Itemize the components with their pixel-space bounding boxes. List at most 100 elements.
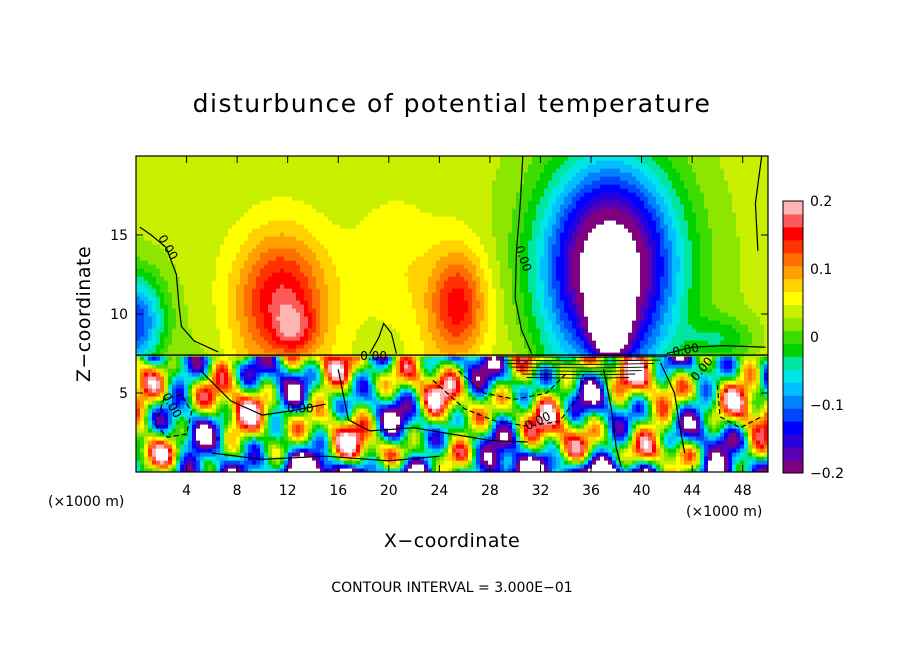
heatmap-cell — [628, 412, 633, 417]
heatmap-cell — [136, 468, 141, 472]
heatmap-cell — [580, 448, 585, 453]
heatmap-cell — [584, 388, 589, 393]
heatmap-cell — [708, 468, 713, 472]
heatmap-cell — [388, 344, 393, 349]
heatmap-cell — [504, 408, 509, 413]
heatmap-cell — [708, 452, 713, 457]
heatmap-cell — [368, 356, 373, 361]
heatmap-cell — [168, 448, 173, 453]
heatmap-cell — [428, 360, 433, 365]
heatmap-cell — [552, 456, 557, 461]
heatmap-cell — [160, 412, 165, 417]
heatmap-cell — [572, 452, 577, 457]
heatmap-cell — [484, 460, 489, 465]
heatmap-cell — [460, 408, 465, 413]
heatmap-cell — [356, 360, 361, 365]
heatmap-cell — [196, 436, 201, 441]
heatmap-cell — [752, 444, 757, 449]
heatmap-cell — [696, 460, 701, 465]
heatmap-cell — [568, 400, 573, 405]
heatmap-cell — [140, 428, 145, 433]
heatmap-cell — [364, 404, 369, 409]
heatmap-cell — [664, 460, 669, 465]
heatmap-cell — [312, 348, 317, 353]
heatmap-cell — [340, 400, 345, 405]
heatmap-cell — [648, 372, 653, 377]
heatmap-cell — [364, 408, 369, 413]
heatmap-cell — [744, 452, 749, 457]
heatmap-cell — [148, 360, 153, 365]
heatmap-cell — [740, 452, 745, 457]
heatmap-cell — [296, 448, 301, 453]
heatmap-cell — [560, 464, 565, 469]
heatmap-cell — [260, 348, 265, 353]
heatmap-cell — [480, 400, 485, 405]
heatmap-cell — [196, 400, 201, 405]
heatmap-cell — [268, 352, 273, 357]
heatmap-cell — [204, 388, 209, 393]
heatmap-cell — [544, 392, 549, 397]
heatmap-cell — [304, 404, 309, 409]
heatmap-cell — [764, 368, 768, 373]
heatmap-cell — [172, 432, 177, 437]
heatmap-cell — [220, 352, 225, 357]
heatmap-cell — [512, 360, 517, 365]
heatmap-cell — [176, 428, 181, 433]
heatmap-cell — [468, 396, 473, 401]
heatmap-cell — [300, 356, 305, 361]
heatmap-cell — [428, 400, 433, 405]
heatmap-cell — [252, 432, 257, 437]
heatmap-cell — [680, 356, 685, 361]
heatmap-cell — [640, 392, 645, 397]
heatmap-cell — [760, 432, 765, 437]
heatmap-cell — [364, 400, 369, 405]
heatmap-cell — [368, 448, 373, 453]
heatmap-cell — [636, 420, 641, 425]
heatmap-cell — [484, 444, 489, 449]
heatmap-cell — [484, 448, 489, 453]
heatmap-cell — [356, 356, 361, 361]
heatmap-cell — [604, 404, 609, 409]
heatmap-cell — [488, 440, 493, 445]
heatmap-cell — [692, 432, 697, 437]
heatmap-cell — [136, 432, 141, 437]
heatmap-cell — [248, 368, 253, 373]
heatmap-cell — [236, 424, 241, 429]
heatmap-cell — [676, 444, 681, 449]
heatmap-cell — [456, 392, 461, 397]
heatmap-cell — [388, 420, 393, 425]
heatmap-cell — [372, 448, 377, 453]
heatmap-cell — [692, 392, 697, 397]
heatmap-cell — [688, 420, 693, 425]
heatmap-cell — [480, 404, 485, 409]
heatmap-cell — [424, 356, 429, 361]
heatmap-cell — [432, 360, 437, 365]
heatmap-cell — [324, 388, 329, 393]
heatmap-cell — [704, 460, 709, 465]
heatmap-cell — [616, 456, 621, 461]
heatmap-cell — [756, 448, 761, 453]
heatmap-cell — [164, 392, 169, 397]
heatmap-cell — [596, 352, 601, 357]
heatmap-cell — [532, 356, 537, 361]
heatmap-cell — [212, 420, 217, 425]
heatmap-cell — [708, 464, 713, 469]
heatmap-cell — [676, 428, 681, 433]
heatmap-cell — [232, 432, 237, 437]
heatmap-cell — [648, 464, 653, 469]
heatmap-cell — [504, 380, 509, 385]
heatmap-cell — [624, 404, 629, 409]
heatmap-cell — [620, 448, 625, 453]
heatmap-cell — [568, 408, 573, 413]
heatmap-cell — [716, 404, 721, 409]
heatmap-cell — [632, 392, 637, 397]
heatmap-cell — [356, 444, 361, 449]
heatmap-cell — [360, 364, 365, 369]
heatmap-cell — [540, 444, 545, 449]
heatmap-cell — [736, 460, 741, 465]
heatmap-cell — [180, 424, 185, 429]
heatmap-cell — [316, 384, 321, 389]
heatmap-cell — [192, 408, 197, 413]
heatmap-cell — [616, 360, 621, 365]
